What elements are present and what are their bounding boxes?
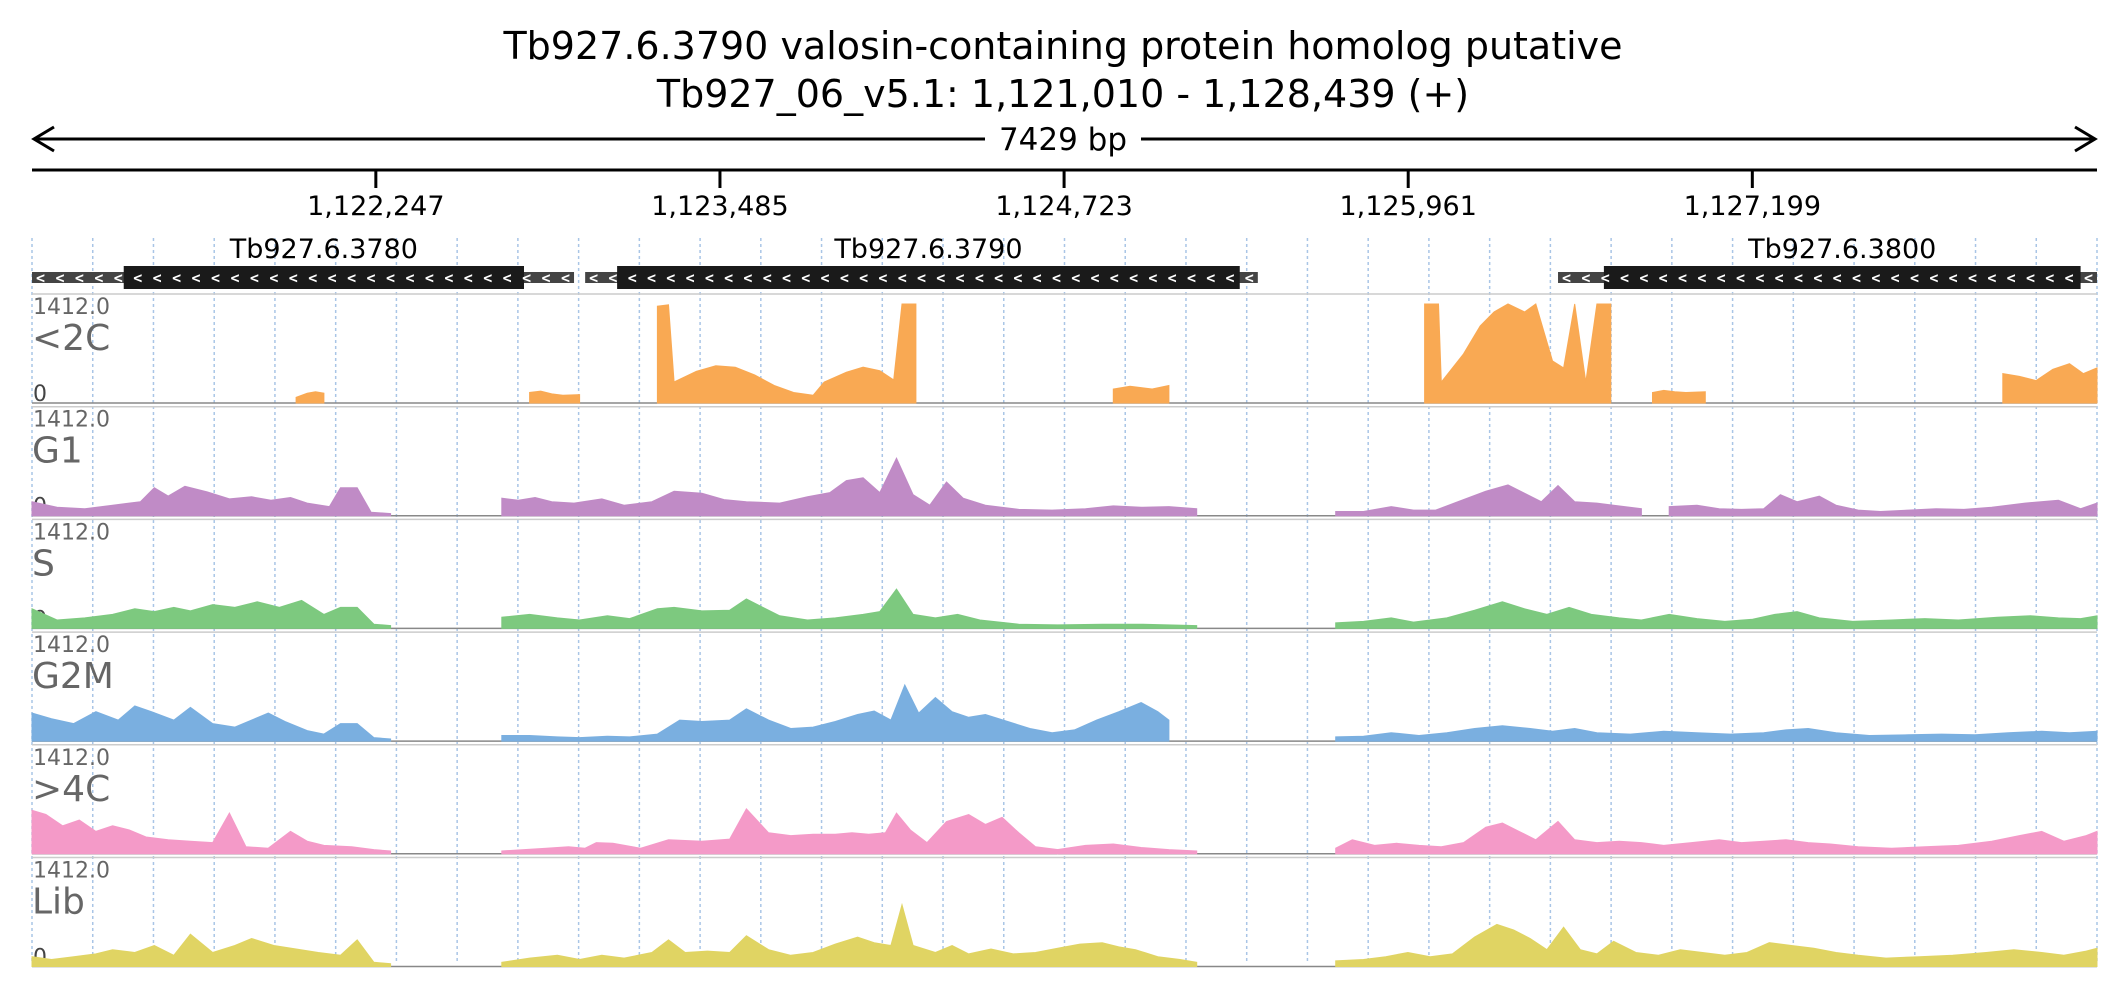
track-name-5: Lib [32,882,85,923]
grid-lines [31,238,2098,962]
track-0: 1412.0 0 <2C [32,293,2098,407]
axis-tick-label-4: 1,127,199 [1684,191,1821,222]
coverage-area-1-2 [1335,484,1642,517]
gene-cds-1 [617,266,1240,289]
track-min-label-0: 0 [33,382,47,407]
track-max-label-1: 1412.0 [33,408,110,433]
coverage-area-2-2 [1335,601,2098,629]
gene-cds-0 [123,266,524,289]
track-max-label-0: 1412.0 [33,295,110,320]
gene-label-0: Tb927.6.3780 [229,234,418,265]
coverage-area-0-4 [1424,303,1612,404]
chart-subtitle: Tb927_06_v5.1: 1,121,010 - 1,128,439 (+) [656,72,1469,116]
coverage-area-5-2 [1335,923,2098,967]
genome-axis: 1,122,247 1,123,485 1,124,723 1,125,961 1,12… [32,168,2097,222]
axis-tick-label-1: 1,123,485 [651,191,788,222]
coverage-area-4-3 [1335,820,2098,855]
coverage-area-1-1 [501,457,1198,517]
track-max-label-2: 1412.0 [33,520,110,545]
coverage-area-3-0 [31,705,392,742]
coverage-area-0-3 [1112,384,1170,404]
coverage-area-0-6 [2002,363,2098,404]
axis-tick-label-0: 1,122,247 [307,191,444,222]
coverage-area-0-5 [1652,389,1706,404]
span-arrow-head-left [31,125,55,153]
axis-tick-label-3: 1,125,961 [1339,191,1476,222]
span-arrow [31,125,2098,153]
track-3: 1412.00G2M [31,631,2098,745]
axis-tick-label-2: 1,124,723 [995,191,1132,222]
coverage-area-5-1 [501,902,1198,967]
coverage-area-2-1 [501,588,1198,629]
track-name-1: G1 [32,431,83,472]
track-name-3: G2M [32,656,114,697]
coverage-area-5-0 [31,933,392,967]
track-1: 1412.00G1 [31,405,2098,520]
chart-title: Tb927.6.3790 valosin-containing protein … [502,24,1622,68]
gene-strand-arrows-1: <<<<<<<<<<<<<<<<<<<<<<<<<<<<<<<<<<< [589,269,1254,287]
coverage-area-4-0 [31,809,392,855]
gene-cds-2 [1603,266,2081,289]
coverage-area-3-1 [501,683,1170,742]
track-5: 1412.00Lib [31,856,2098,971]
track-max-label-5: 1412.0 [33,859,110,884]
coverage-area-0-2 [656,303,917,404]
coverage-area-4-1 [501,808,1059,855]
coverage-area-4-2 [1057,843,1198,855]
coverage-area-0-1 [529,390,581,404]
gene-label-2: Tb927.6.3800 [1747,234,1936,265]
track-name-2: S [32,543,55,584]
span-label: 7429 bp [999,122,1127,158]
coverage-area-2-0 [31,599,392,629]
track-max-label-4: 1412.0 [33,746,110,771]
coverage-area-0-0 [295,391,325,404]
coverage-area-1-3 [1668,494,2098,517]
track-max-label-3: 1412.0 [33,633,110,658]
gene-label-1: Tb927.6.3790 [833,234,1022,265]
gene-track: <<<<<<<<<<<<<<<<<<<<<<<<<<<<Tb927.6.3780… [32,234,2097,289]
track-name-4: >4C [32,769,110,810]
track-2: 1412.00S [31,518,2098,632]
span-arrow-head-right [2074,125,2098,153]
track-4: 1412.00>4C [31,744,2098,858]
coverage-area-1-0 [31,485,392,517]
track-name-0: <2C [32,318,110,359]
coverage-tracks: 1412.00<2C1412.00G11412.00S1412.00G2M141… [31,293,2098,971]
coverage-area-3-2 [1335,725,2098,742]
